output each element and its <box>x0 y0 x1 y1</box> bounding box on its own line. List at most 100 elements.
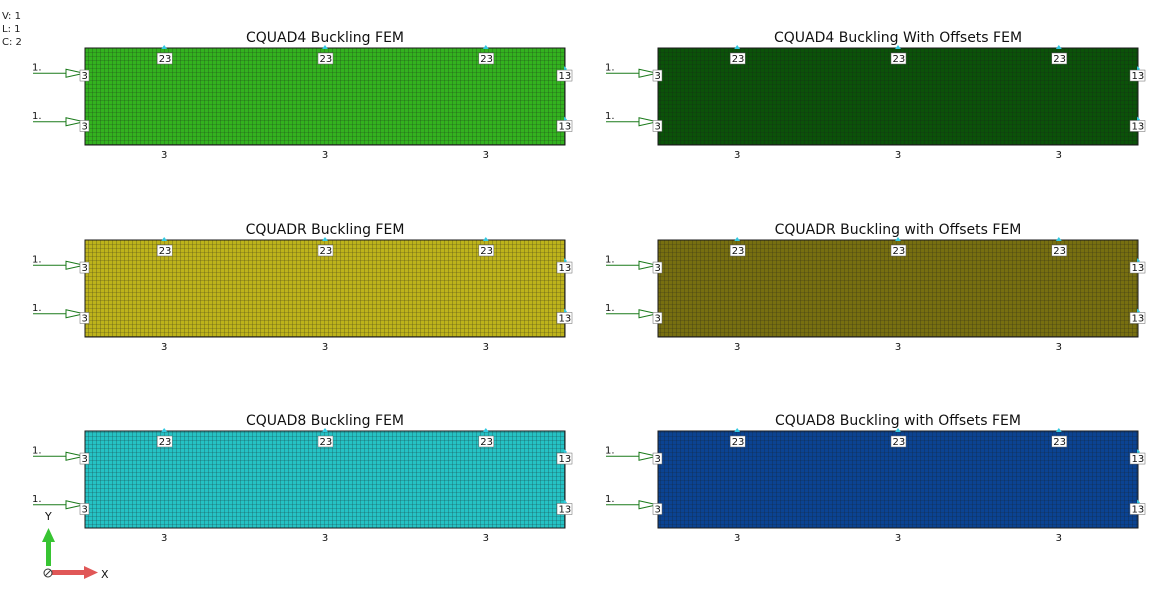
force-head <box>65 117 85 127</box>
constraint-right-2-box <box>1129 120 1146 132</box>
constraint-top-1-text: 23 <box>732 437 745 448</box>
force-arrow-2: 1. <box>605 494 658 510</box>
panel-title: CQUAD8 Buckling with Offsets FEM <box>775 413 1021 429</box>
force-label: 1. <box>605 494 615 505</box>
constraint-left-2-box <box>652 120 663 132</box>
constraint-right-2-text: 13 <box>1132 121 1145 132</box>
constraint-set-label: C: 2 <box>2 37 22 48</box>
constraint-top-2-text: 23 <box>320 246 333 257</box>
constraint-top-1: 23 <box>156 244 173 257</box>
force-arrow-1: 1. <box>605 254 658 270</box>
constraint-right-2: 13 <box>1129 120 1146 132</box>
constraint-marker-top <box>734 237 741 241</box>
constraint-right-1-text: 13 <box>559 71 572 82</box>
force-label: 1. <box>605 62 615 73</box>
constraint-left-2: 3 <box>652 120 663 132</box>
constraint-left-1-box <box>79 452 90 465</box>
constraint-top-2-box <box>317 435 334 448</box>
constraint-top-2: 23 <box>890 52 907 65</box>
constraint-left-2: 3 <box>652 312 663 324</box>
constraint-left-2-text: 3 <box>655 313 661 324</box>
constraint-left-1-text: 3 <box>655 263 661 274</box>
force-arrow-2: 1. <box>605 303 658 319</box>
constraint-right-1: 13 <box>556 452 573 465</box>
constraint-bottom-2: 3 <box>895 342 901 353</box>
constraint-top-3-text: 23 <box>480 246 493 257</box>
axis-z-origin <box>43 568 53 578</box>
constraint-left-1-text: 3 <box>82 71 88 82</box>
constraint-top-2: 23 <box>890 435 907 448</box>
force-label: 1. <box>32 494 42 505</box>
constraint-bottom-3: 3 <box>1056 533 1062 544</box>
constraint-left-1: 3 <box>79 261 90 274</box>
view-id-label: V: 1 <box>2 11 21 22</box>
constraint-marker-top <box>734 428 741 432</box>
axis-x-head <box>84 566 98 579</box>
constraint-left-2: 3 <box>79 503 90 515</box>
constraint-top-1-box <box>729 244 746 257</box>
constraint-right-2: 13 <box>556 312 573 324</box>
constraint-left-1-box <box>79 261 90 274</box>
constraint-right-1: 13 <box>1129 452 1146 465</box>
force-head <box>638 309 658 319</box>
constraint-marker-top <box>322 428 328 432</box>
axis-y-head <box>42 528 55 542</box>
constraint-bottom-2: 3 <box>895 150 901 161</box>
constraint-bottom-3: 3 <box>1056 150 1062 161</box>
force-arrow-2: 1. <box>605 111 658 127</box>
constraint-top-1-box <box>156 52 173 65</box>
constraint-marker-top <box>1055 428 1062 432</box>
axis-y-shaft <box>46 542 51 566</box>
constraint-right-2: 13 <box>1129 312 1146 324</box>
constraint-top-2-text: 23 <box>893 54 906 65</box>
constraint-right-2-box <box>556 312 573 324</box>
constraint-left-1-text: 3 <box>655 454 661 465</box>
constraint-top-1-text: 23 <box>732 54 745 65</box>
force-arrow-2: 1. <box>32 494 85 510</box>
constraint-top-3-text: 23 <box>480 437 493 448</box>
fem-panel-3: CQUADR Buckling FEM 1. 1. 23 23 23 3 3 13 13 3 3 3 <box>32 222 573 353</box>
constraint-right-2-text: 13 <box>559 121 572 132</box>
force-label: 1. <box>32 111 42 122</box>
constraint-left-2-text: 3 <box>655 504 661 515</box>
constraint-right-2-box <box>556 503 573 515</box>
constraint-top-3-box <box>478 435 495 448</box>
load-case-label: L: 1 <box>2 24 21 35</box>
constraint-left-2: 3 <box>652 503 663 515</box>
constraint-marker-top <box>1055 45 1062 49</box>
constraint-left-1: 3 <box>652 69 663 82</box>
constraint-marker-top <box>895 45 901 49</box>
constraint-bottom-2: 3 <box>322 150 328 161</box>
force-label: 1. <box>605 303 615 314</box>
constraint-top-2-box <box>890 435 907 448</box>
constraint-right-1-text: 13 <box>559 454 572 465</box>
fem-panel-1: CQUAD4 Buckling FEM 1. 1. 23 23 23 3 3 13 13 3 3 3 <box>32 30 573 161</box>
constraint-bottom-3: 3 <box>483 150 489 161</box>
axis-y-label: Y <box>44 510 52 523</box>
force-arrow-2: 1. <box>32 111 85 127</box>
constraint-top-1: 23 <box>729 244 746 257</box>
constraint-left-1-box <box>79 69 90 82</box>
constraint-top-1-box <box>729 435 746 448</box>
constraint-marker-top <box>161 45 168 49</box>
fem-panel-5: CQUAD8 Buckling FEM 1. 1. 23 23 23 3 3 13 13 3 3 3 <box>32 413 573 544</box>
constraint-left-2-text: 3 <box>82 121 88 132</box>
constraint-left-1-box <box>652 261 663 274</box>
constraint-top-3-text: 23 <box>1053 54 1066 65</box>
constraint-right-1-text: 13 <box>559 263 572 274</box>
constraint-marker-top <box>322 45 328 49</box>
constraint-marker-top <box>1055 237 1062 241</box>
force-head <box>65 260 85 270</box>
constraint-top-1: 23 <box>729 52 746 65</box>
constraint-top-1-text: 23 <box>732 246 745 257</box>
fem-panel-2: CQUAD4 Buckling With Offsets FEM 1. 1. 23 23… <box>605 30 1146 161</box>
constraint-right-2-text: 13 <box>559 313 572 324</box>
constraint-left-2-box <box>652 312 663 324</box>
constraint-top-3: 23 <box>1051 244 1068 257</box>
constraint-right-2-text: 13 <box>559 504 572 515</box>
force-head <box>65 500 85 510</box>
constraint-left-2-box <box>79 312 90 324</box>
constraint-right-1: 13 <box>556 261 573 274</box>
